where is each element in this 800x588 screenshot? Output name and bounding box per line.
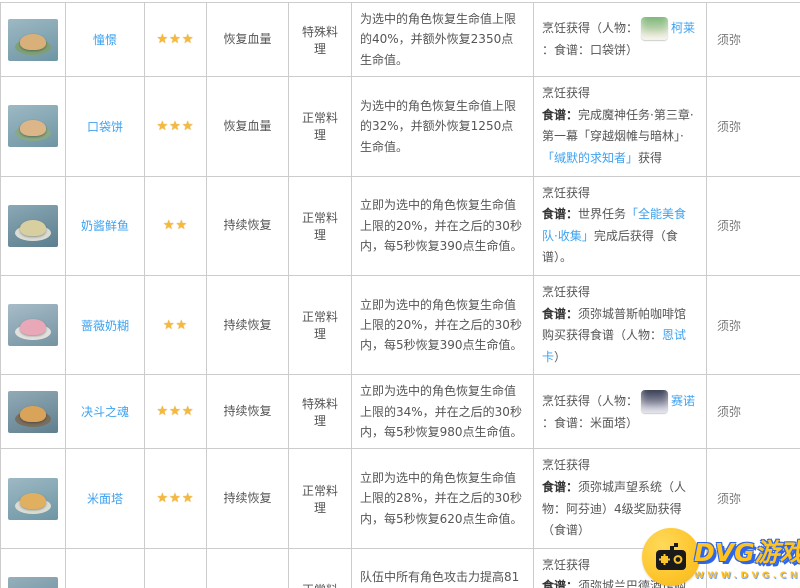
recipe-name-link[interactable]: 憧憬 — [92, 33, 117, 48]
obtain-method: 烹饪获得食谱：世界任务「全能美食队·收集」完成后获得（食谱）。 — [533, 175, 707, 276]
table-row: 口袋饼 ★★★ 恢复血量 正常料理 为选中的角色恢复生命值上限的32%，并额外恢… — [0, 76, 800, 177]
food-shape — [20, 492, 46, 509]
star-rating: ★★★ — [156, 491, 195, 507]
obtain-text: 烹饪获得 — [542, 458, 591, 473]
effect-type: 恢复血量 — [206, 76, 289, 177]
table-row: 憧憬 ★★★ 恢复血量 特殊料理 为选中的角色恢复生命值上限的40%，并额外恢复… — [0, 1, 800, 78]
obtain-text: 烹饪获得（人物： — [542, 21, 639, 36]
food-shape — [20, 405, 46, 422]
collei-avatar — [641, 17, 669, 41]
table-row: 奶酱鲜鱼 ★★ 持续恢复 正常料理 立即为选中的角色恢复生命值上限的20%，并在… — [0, 175, 800, 276]
effect-description: 立即为选中的角色恢复生命值上限的34%，并在之后的30秒内，每5秒恢复980点生… — [351, 374, 534, 450]
effect-type: 持续恢复 — [206, 175, 289, 276]
obtain-link[interactable]: 恩试卡 — [542, 328, 687, 364]
food-thumbnail[interactable] — [8, 18, 58, 61]
cuisine-type: 正常料理 — [288, 175, 352, 276]
obtain-text: 食谱： — [542, 107, 579, 122]
effect-description: 立即为选中的角色恢复生命值上限的20%，并在之后的30秒内，每5秒恢复390点生… — [351, 274, 534, 376]
obtain-text: ） — [554, 349, 567, 364]
star-rating: ★★★ — [156, 118, 195, 134]
recipe-name-link[interactable]: 蔷薇奶糊 — [80, 318, 129, 333]
cuisine-type: 正常料理 — [288, 274, 352, 376]
food-thumbnail[interactable] — [8, 477, 58, 520]
obtain-link[interactable]: 「全能美食队·收集」 — [542, 207, 687, 243]
cuisine-type: 正常料理 — [288, 448, 352, 549]
obtain-text: 烹饪获得 — [542, 557, 591, 572]
obtain-text: 完成后获得（食谱）。 — [542, 228, 678, 265]
cuisine-type: 正常料理 — [288, 547, 352, 588]
cyno-avatar — [641, 389, 669, 413]
food-shape — [20, 319, 46, 336]
obtain-text: 食谱： — [542, 579, 579, 588]
obtain-link[interactable]: 赛诺 — [671, 393, 696, 408]
food-thumbnail[interactable] — [8, 204, 58, 247]
obtain-text: 完成魔神任务·第三章·第一幕「穿越烟帷与暗林」· — [542, 107, 694, 144]
food-shape — [20, 120, 46, 137]
obtain-text: 食谱： — [542, 306, 579, 321]
region-label: 须弥 — [706, 1, 800, 78]
obtain-link[interactable]: 「缄默的求知者」 — [542, 150, 639, 165]
effect-type: 持续恢复 — [206, 374, 289, 450]
effect-description: 为选中的角色恢复生命值上限的40%，并额外恢复2350点生命值。 — [351, 1, 534, 78]
effect-description: 立即为选中的角色恢复生命值上限的20%，并在之后的30秒内，每5秒恢复390点生… — [351, 175, 534, 276]
region-label: 须弥 — [706, 547, 800, 588]
star-rating: ★★ — [162, 317, 189, 333]
food-thumbnail[interactable] — [8, 390, 58, 433]
food-thumbnail[interactable] — [8, 105, 58, 148]
obtain-text: 烹饪获得 — [542, 86, 591, 101]
cuisine-type: 特殊料理 — [288, 374, 352, 450]
obtain-method: 烹饪获得食谱：完成魔神任务·第三章·第一幕「穿越烟帷与暗林」· 「缄默的求知者」获… — [533, 76, 707, 177]
recipe-name-link[interactable]: 米面塔 — [86, 492, 123, 507]
dvg-watermark: DVG游戏网 WWW.DVG.CN — [642, 526, 800, 588]
region-label: 须弥 — [706, 374, 800, 450]
table-row: 蔷薇奶糊 ★★ 持续恢复 正常料理 立即为选中的角色恢复生命值上限的20%，并在… — [0, 274, 800, 376]
obtain-link[interactable]: 柯莱 — [671, 21, 696, 36]
obtain-method: 烹饪获得（人物： 赛诺 ：食谱：米面塔） — [533, 374, 707, 450]
obtain-text: 食谱： — [542, 480, 579, 495]
region-label: 须弥 — [706, 175, 800, 276]
obtain-text: ：食谱：口袋饼） — [542, 43, 639, 58]
cuisine-type: 正常料理 — [288, 76, 352, 177]
star-rating: ★★ — [162, 218, 189, 234]
obtain-text: ：食谱：米面塔） — [542, 415, 639, 430]
obtain-text: 须弥城声望系统（人物：阿芬迪）4级奖励获得（食谱） — [542, 480, 687, 538]
food-shape — [20, 33, 46, 50]
region-label: 须弥 — [706, 274, 800, 376]
obtain-text: 烹饪获得 — [542, 185, 591, 200]
obtain-text: 须弥城兰巴德酒馆购买获得（人 — [578, 579, 686, 588]
effect-description: 为选中的角色恢复生命值上限的32%，并额外恢复1250点生命值。 — [351, 76, 534, 177]
effect-description: 队伍中所有角色攻击力提高81点，持续300秒。多人游戏时，仅对自己的角色生效。 — [351, 547, 534, 588]
star-rating: ★★★ — [156, 404, 195, 420]
obtain-text: 世界任务 — [578, 207, 627, 222]
obtain-text: 获得 — [638, 150, 663, 165]
obtain-method: 烹饪获得（人物： 柯莱 ：食谱：口袋饼） — [533, 1, 707, 78]
watermark-site-name: DVG游戏网 — [694, 538, 800, 567]
table-row: 决斗之魂 ★★★ 持续恢复 特殊料理 立即为选中的角色恢复生命值上限的34%，并… — [0, 374, 800, 450]
recipe-name-link[interactable]: 奶酱鲜鱼 — [80, 219, 129, 234]
food-shape — [20, 219, 46, 236]
effect-type: 恢复血量 — [206, 1, 289, 78]
food-thumbnail[interactable] — [8, 304, 58, 347]
effect-description: 立即为选中的角色恢复生命值上限的28%，并在之后的30秒内，每5秒恢复620点生… — [351, 448, 534, 549]
recipe-name-link[interactable]: 决斗之魂 — [80, 405, 129, 420]
obtain-text: 食谱： — [542, 207, 579, 222]
region-label: 须弥 — [706, 448, 800, 549]
obtain-text: 烹饪获得（人物： — [542, 393, 639, 408]
effect-type: 持续恢复 — [206, 448, 289, 549]
obtain-text: 须弥城普斯帕咖啡馆购买获得食谱（人物： — [542, 306, 687, 343]
table-row: 米面塔 ★★★ 持续恢复 正常料理 立即为选中的角色恢复生命值上限的28%，并在… — [0, 448, 800, 549]
effect-type: 持续恢复 — [206, 274, 289, 376]
dvg-logo-icon — [642, 528, 700, 586]
recipe-name-link[interactable]: 口袋饼 — [86, 119, 123, 134]
obtain-text: 烹饪获得 — [542, 284, 591, 299]
food-thumbnail[interactable] — [8, 577, 58, 588]
cuisine-type: 特殊料理 — [288, 1, 352, 78]
watermark-site-url: WWW.DVG.CN — [694, 571, 800, 581]
obtain-method: 烹饪获得食谱：须弥城普斯帕咖啡馆购买获得食谱（人物：恩试卡） — [533, 274, 707, 376]
star-rating: ★★★ — [156, 32, 195, 48]
effect-type: 提升攻击 — [206, 547, 289, 588]
region-label: 须弥 — [706, 76, 800, 177]
